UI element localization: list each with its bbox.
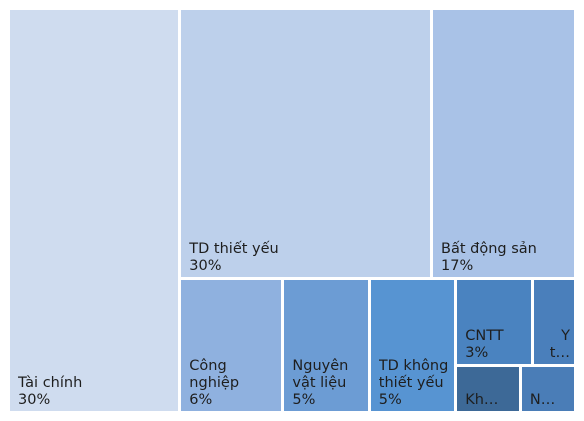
treemap-tile: Kh… — [457, 367, 519, 411]
tile-label: Tài chính 30% — [18, 14, 174, 409]
treemap-tile: TD thiết yếu 30% — [181, 10, 431, 278]
category-label: Kh… — [465, 391, 499, 408]
value-label: 5% — [378, 391, 402, 408]
tile-label: N… — [530, 371, 570, 409]
category-label: TD thiết yếu — [189, 241, 279, 258]
category-label: Bất động sản — [441, 241, 537, 258]
treemap-tile: Tài chính 30% — [10, 10, 179, 411]
tile-label: Bất động sản 17% — [441, 14, 570, 275]
treemap-tile: Bất động sản 17% — [433, 10, 574, 278]
value-label: 30% — [189, 258, 222, 275]
tile-label: Nguyên vật liệu 5% — [292, 284, 363, 409]
treemap-tile: Nguyên vật liệu 5% — [284, 280, 368, 411]
treemap-tile: CNTT 3% — [457, 280, 532, 365]
value-label: 17% — [441, 258, 474, 275]
category-label: Y t… — [549, 328, 570, 362]
value-label: 30% — [18, 392, 51, 408]
treemap-tile: N… — [521, 367, 574, 411]
tile-label: TD không thiết yếu 5% — [379, 284, 450, 409]
category-label: Công nghiệp — [189, 357, 240, 391]
tile-label: TD thiết yếu 30% — [189, 14, 426, 275]
treemap-tile: TD không thiết yếu 5% — [370, 280, 455, 411]
category-label: TD không thiết yếu — [378, 357, 449, 391]
tile-label: Công nghiệp 6% — [189, 284, 277, 409]
value-label: 6% — [189, 391, 213, 408]
treemap-tile: Công nghiệp 6% — [181, 280, 282, 411]
tile-label: Kh… — [465, 371, 515, 409]
category-label: N… — [529, 391, 556, 408]
tile-label: Y t… — [538, 284, 570, 362]
value-label: 3% — [465, 345, 489, 362]
treemap-tile: Y t… — [534, 280, 574, 365]
category-label: CNTT — [465, 328, 504, 345]
value-label: 5% — [292, 391, 316, 408]
category-label: Nguyên vật liệu — [292, 357, 349, 391]
tile-label: CNTT 3% — [465, 284, 527, 362]
category-label: Tài chính — [18, 375, 83, 391]
